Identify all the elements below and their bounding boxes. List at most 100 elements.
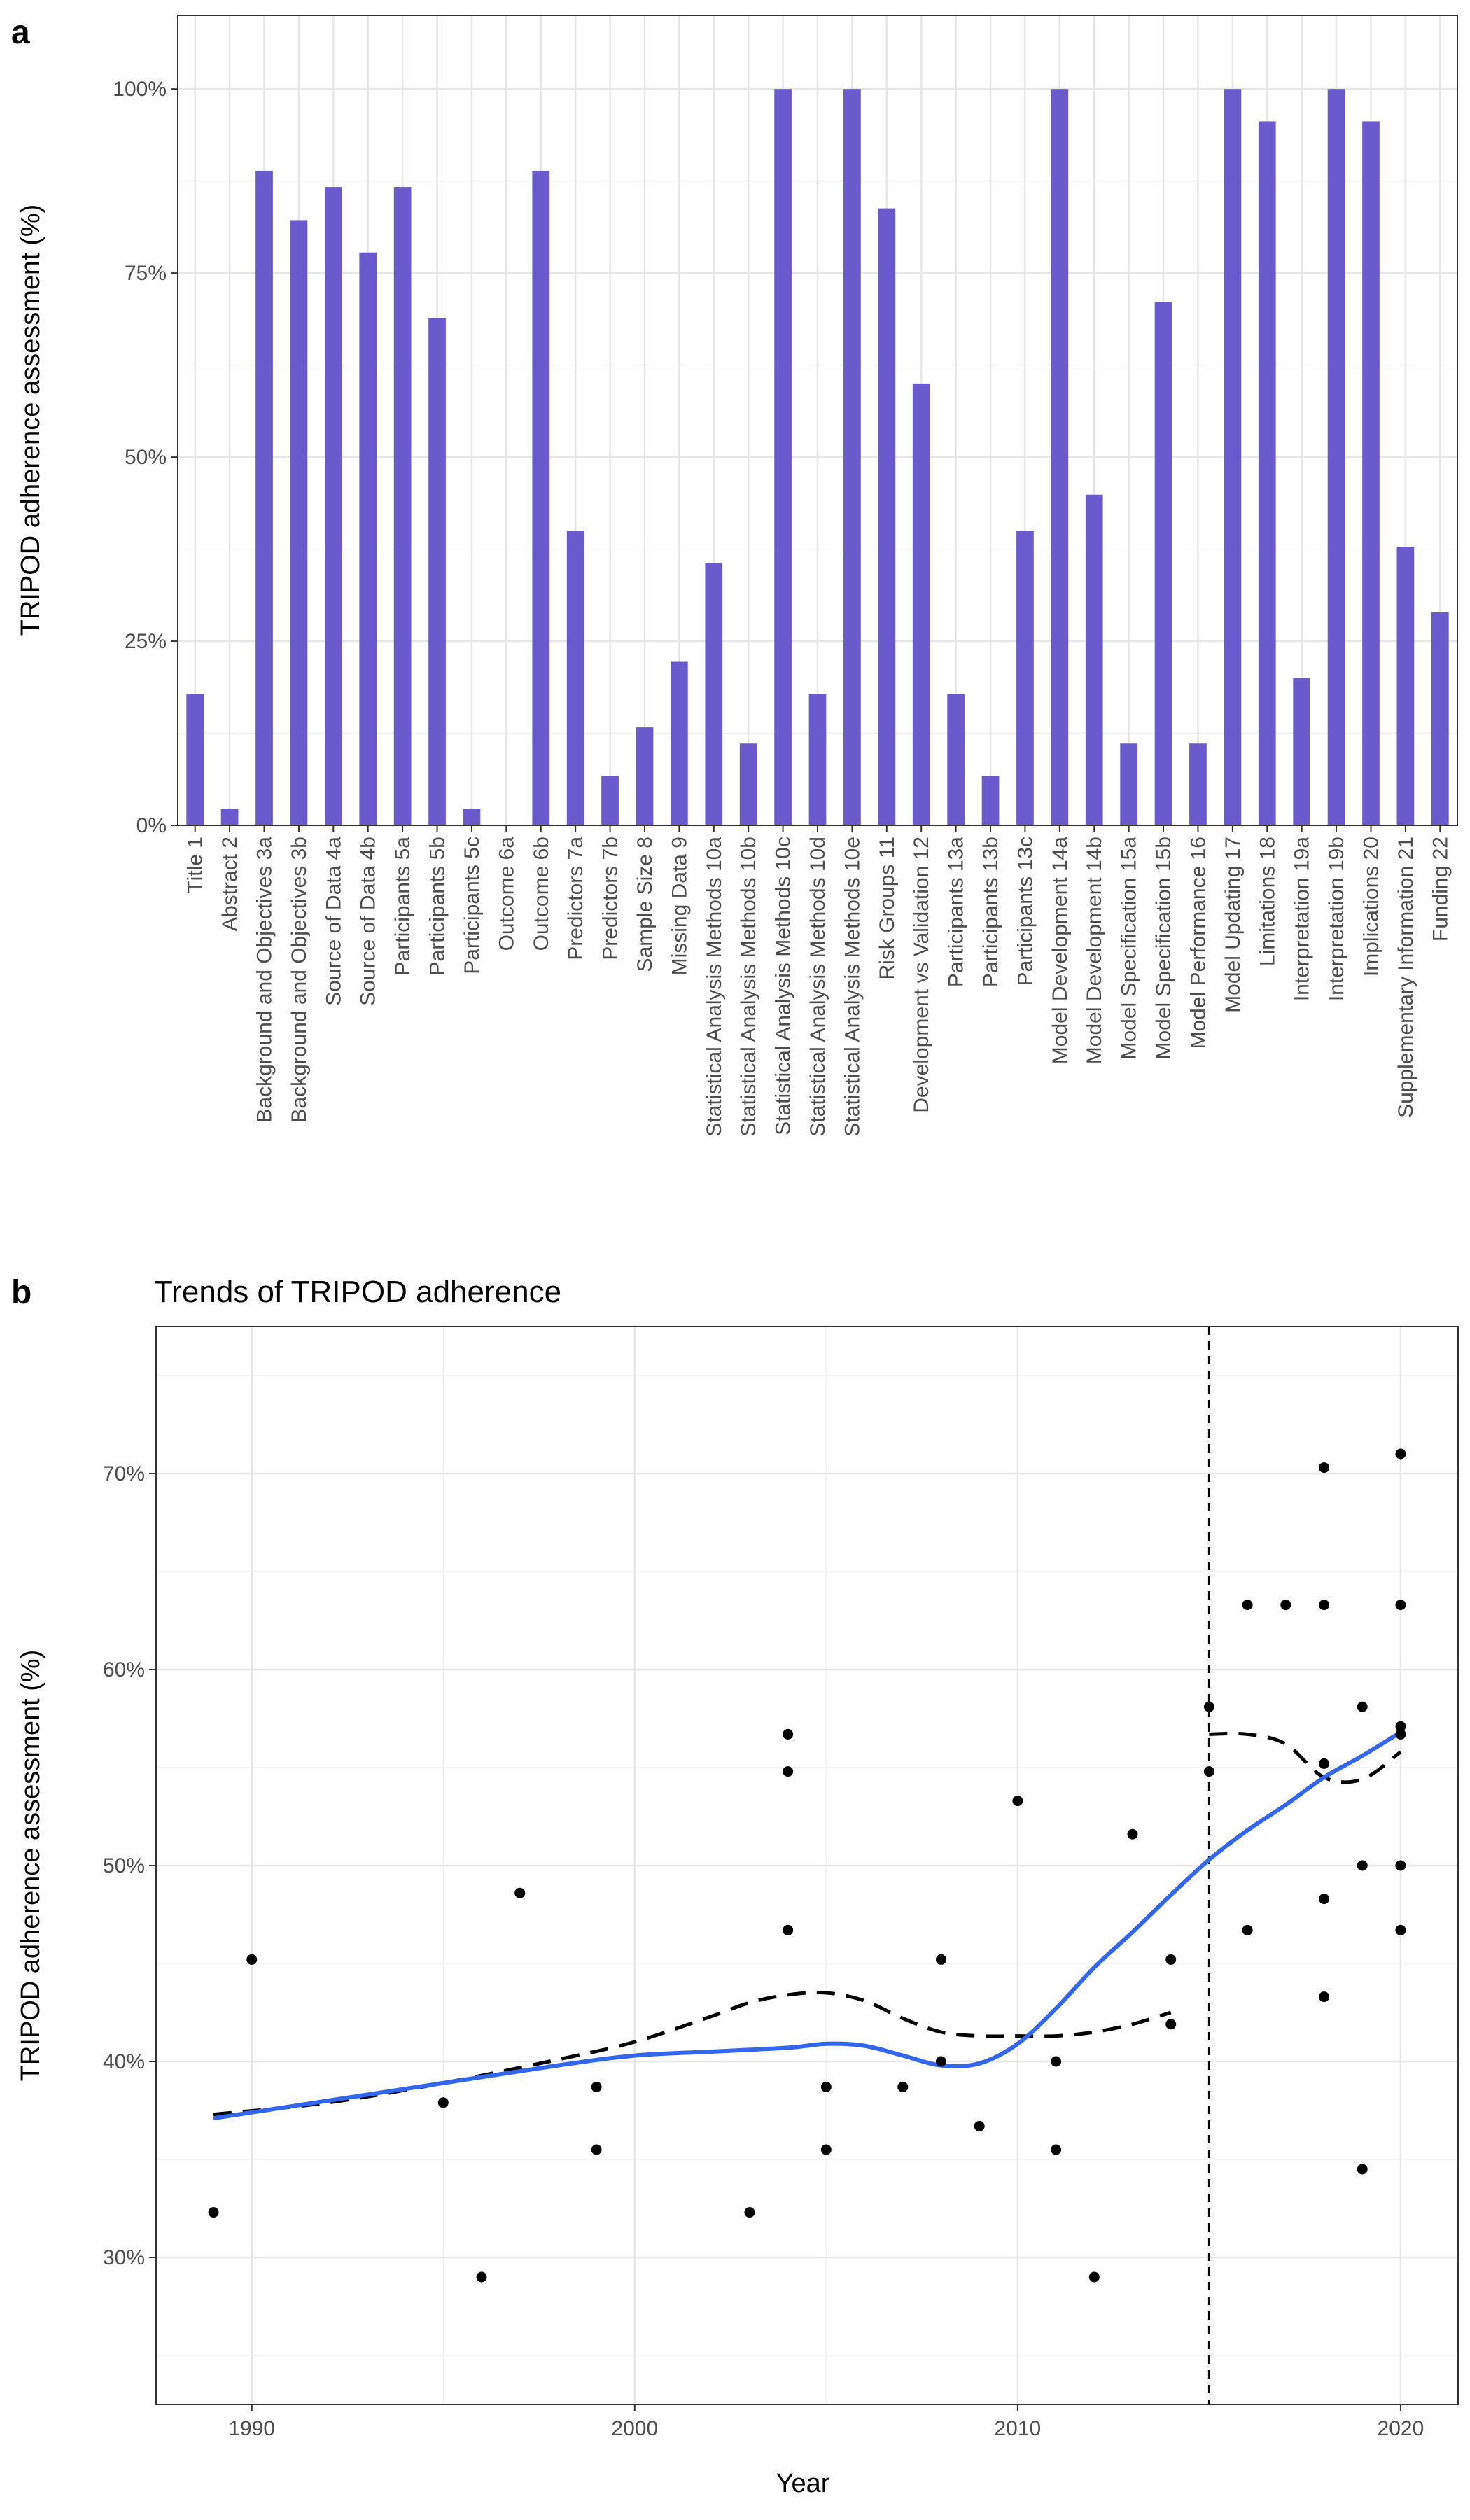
panel-b-dashed-trend-post (1209, 1731, 1402, 1784)
panel-a-x-tick-label: Model Development 14b (1083, 836, 1106, 1064)
scatter-point (744, 2207, 755, 2218)
bar (428, 318, 446, 826)
scatter-point (591, 2144, 602, 2155)
panel-a-x-tick-label: Limitations 18 (1256, 836, 1279, 966)
bar (601, 776, 619, 825)
bar (981, 776, 1000, 825)
scatter-point (1088, 2272, 1100, 2283)
panel-b-y-tick-label: 40% (103, 2050, 145, 2073)
bar (532, 170, 550, 825)
bar (774, 89, 792, 826)
scatter-point (246, 1954, 258, 1965)
panel-b-x-axis-title: Year (776, 2469, 830, 2498)
bar (463, 808, 481, 825)
scatter-point (1395, 1728, 1406, 1740)
scatter-point (1319, 1991, 1330, 2003)
scatter-point (1166, 2019, 1177, 2030)
bar (636, 727, 654, 825)
panel-a-bar-chart: 0% 25% 50% 75% 100% Title 1 Abstract 2 Backgro… (16, 15, 1458, 1137)
panel-a-y-tick-label: 25% (125, 630, 167, 653)
panel-b-label: b (11, 1274, 31, 1311)
bar (1016, 531, 1034, 825)
scatter-point (1357, 1701, 1368, 1712)
scatter-point (783, 1924, 794, 1935)
bar (324, 187, 342, 826)
bar (739, 743, 757, 825)
panel-a-x-tick-label: Background and Objectives 3a (253, 836, 276, 1123)
panel-b-title: Trends of TRIPOD adherence (154, 1275, 561, 1309)
panel-a-y-tick-label: 75% (125, 262, 167, 285)
panel-a-y-tick-label: 0% (136, 814, 167, 837)
panel-a-x-tick-label: Funding 22 (1429, 836, 1452, 941)
bar (1120, 743, 1138, 825)
panel-b-x-tick-label: 2020 (1378, 2417, 1424, 2440)
bar (220, 808, 239, 825)
bar (947, 694, 965, 825)
bar (566, 531, 584, 825)
scatter-point (514, 1887, 526, 1898)
panel-a-y-axis-title: TRIPOD adherence assessment (%) (16, 204, 46, 636)
panel-b-smooth-trend (213, 1730, 1402, 2121)
panel-a-label: a (11, 14, 30, 51)
panel-a-x-tick-label: Participants 5b (426, 836, 449, 975)
scatter-point (1012, 1795, 1023, 1807)
panel-a-x-tick-label: Implications 20 (1359, 836, 1382, 976)
panel-a-x-tick-label: Sample Size 8 (634, 836, 657, 972)
panel-a-x-tick-label: Source of Data 4b (357, 836, 380, 1006)
scatter-point (1395, 1448, 1406, 1460)
scatter-point (1395, 1860, 1406, 1871)
scatter-point (476, 2272, 487, 2283)
scatter-point (1203, 1701, 1214, 1712)
panel-b-y-tick-label: 50% (103, 1854, 145, 1877)
panel-a-x-tick-label: Participants 13a (945, 836, 968, 987)
panel-a-x-tick-label: Background and Objectives 3b (288, 836, 311, 1123)
bar (186, 694, 204, 825)
scatter-point (208, 2207, 219, 2218)
scatter-point (1319, 1462, 1330, 1474)
panel-a-x-tick-label: Participants 13b (979, 836, 1002, 987)
scatter-point (1051, 2056, 1062, 2067)
scatter-point (897, 2081, 909, 2092)
panel-a-x-tick-label: Statistical Analysis Methods 10a (703, 836, 726, 1137)
panel-a-x-tick-label: Statistical Analysis Methods 10d (806, 836, 830, 1137)
bar (808, 694, 827, 825)
panel-b-x-tick-label: 2000 (611, 2417, 658, 2440)
scatter-point (1319, 1758, 1330, 1769)
scatter-point (1395, 1600, 1406, 1611)
panel-a-x-tick-label: Source of Data 4a (322, 836, 345, 1006)
bar (705, 563, 723, 825)
panel-a-x-tick-label: Model Performance 16 (1186, 836, 1210, 1049)
panel-a-x-tick-label: Outcome 6a (495, 836, 518, 951)
bar (1396, 547, 1415, 825)
scatter-point (1280, 1600, 1292, 1611)
scatter-point (1395, 1924, 1406, 1935)
panel-b-y-axis-title: TRIPOD adherence assessment (%) (16, 1650, 46, 2082)
panel-b-scatter-chart: Trends of TRIPOD adherence 30% 40% 50% 60% 7… (16, 1275, 1459, 2498)
scatter-point (1242, 1600, 1253, 1611)
scatter-point (591, 2081, 602, 2092)
panel-a-x-tick-label: Missing Data 9 (668, 836, 691, 975)
scatter-point (974, 2120, 985, 2132)
panel-a-x-tick-label: Development vs Validation 12 (910, 836, 933, 1113)
scatter-point (1395, 1721, 1406, 1732)
panel-a-x-tick-label: Statistical Analysis Methods 10e (841, 836, 864, 1137)
scatter-point (1051, 2144, 1062, 2155)
panel-b-x-tick-label: 2010 (995, 2417, 1042, 2440)
scatter-point (820, 2081, 832, 2092)
scatter-point (438, 2097, 449, 2108)
bar (1327, 89, 1345, 826)
panel-a-x-tick-label: Abstract 2 (218, 836, 241, 931)
bar (1258, 121, 1276, 826)
panel-a-x-tick-label: Title 1 (184, 836, 207, 893)
panel-a-x-tick-label: Statistical Analysis Methods 10b (737, 836, 760, 1137)
scatter-point (820, 2144, 832, 2155)
bar (393, 187, 412, 826)
bar (671, 662, 688, 825)
scatter-point (1319, 1600, 1330, 1611)
bar (1224, 89, 1242, 826)
panel-a-x-tick-label: Participants 5c (461, 836, 484, 974)
bar (255, 170, 273, 825)
panel-a-x-tick-label: Outcome 6b (530, 836, 553, 951)
bar (1293, 678, 1311, 825)
